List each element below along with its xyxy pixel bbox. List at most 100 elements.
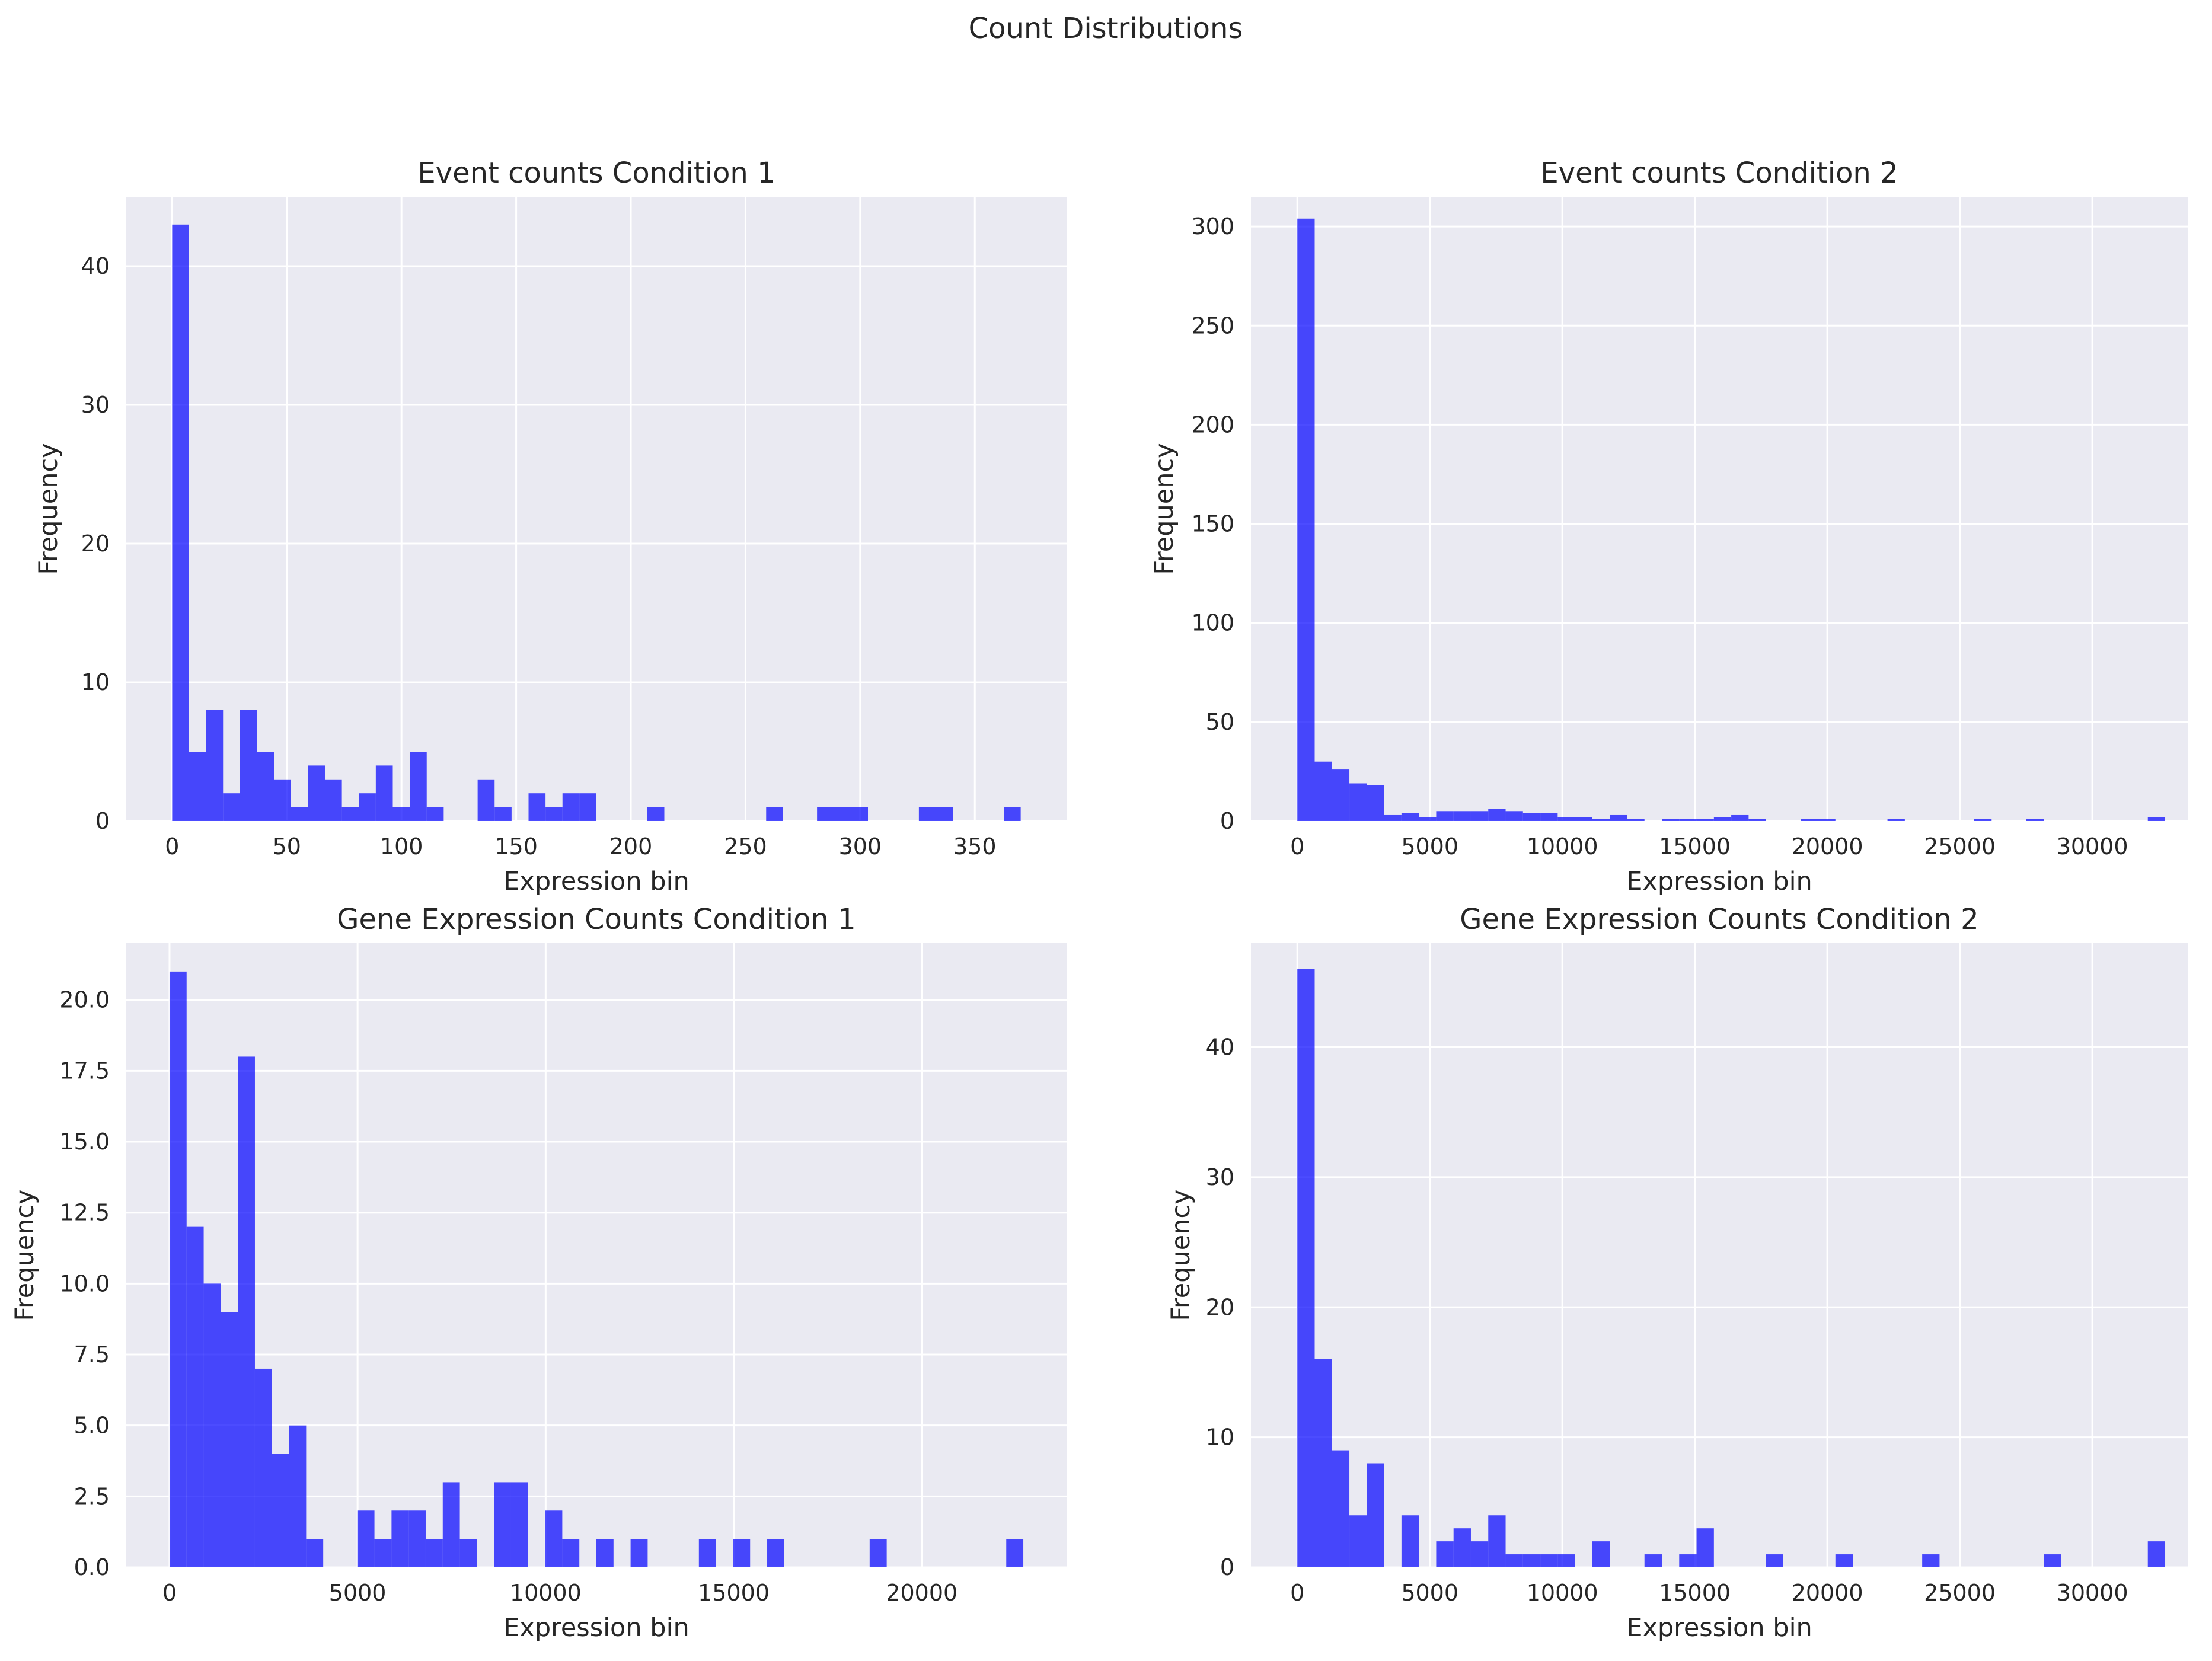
- histogram-bar: [1470, 811, 1489, 821]
- x-tick-label: 10000: [1527, 833, 1598, 860]
- histogram-bar: [374, 1539, 392, 1567]
- x-tick-label: 0: [165, 833, 179, 860]
- histogram-bar: [408, 1510, 426, 1567]
- y-tick-label: 20: [1206, 1294, 1234, 1320]
- y-tick-label: 0: [1220, 1554, 1234, 1580]
- x-axis-label: Expression bin: [503, 1613, 690, 1643]
- histogram-bar: [851, 807, 869, 821]
- histogram-bar: [1644, 1554, 1662, 1567]
- histogram-bar: [425, 1539, 443, 1567]
- x-tick-label: 0: [162, 1580, 177, 1606]
- histogram-bar: [238, 1056, 255, 1567]
- histogram-bar: [1696, 1528, 1714, 1567]
- histogram-bar: [341, 807, 359, 821]
- histogram-bar: [359, 793, 376, 821]
- histogram-bar: [1557, 817, 1575, 821]
- y-tick-label: 150: [1191, 511, 1234, 537]
- histogram-bar: [1453, 1528, 1471, 1567]
- panel-gene-expression-condition-1: 0 5000 10000 15000 20000 0.0 2.5 5.0 7.5 10.0 12.5…: [10, 903, 1067, 1643]
- x-axis-label: Expression bin: [1626, 867, 1812, 896]
- histogram-bar: [647, 807, 665, 821]
- y-tick-label: 40: [1206, 1034, 1234, 1061]
- histogram-bar: [1801, 819, 1818, 821]
- histogram-bar: [767, 1539, 784, 1567]
- histogram-bar: [169, 971, 187, 1567]
- histogram-bar: [1592, 1541, 1610, 1567]
- histogram-bar: [254, 1368, 272, 1567]
- histogram-bar: [1592, 819, 1610, 821]
- x-tick-label: 25000: [1924, 833, 1996, 860]
- y-tick-label: 50: [1206, 709, 1234, 735]
- histogram-bar: [1731, 814, 1749, 821]
- histogram-bar: [289, 1425, 307, 1567]
- histogram-bar: [1006, 1539, 1024, 1567]
- histogram-bar: [1297, 969, 1315, 1567]
- histogram-bar: [391, 1510, 409, 1567]
- histogram-bar: [189, 752, 206, 821]
- y-tick-label: 20: [81, 531, 110, 557]
- histogram-bar: [172, 224, 189, 821]
- histogram-bar: [1314, 1359, 1332, 1567]
- histogram-bar: [1713, 817, 1732, 821]
- histogram-bar: [936, 807, 953, 821]
- plot-area: [1251, 943, 2188, 1567]
- x-tick-label: 20000: [1792, 833, 1863, 860]
- histogram-bar: [494, 807, 512, 821]
- histogram-bar: [1627, 819, 1645, 821]
- histogram-bar: [1679, 819, 1697, 821]
- histogram-bar: [186, 1226, 204, 1567]
- histogram-bar: [324, 779, 342, 821]
- y-tick-label: 7.5: [74, 1341, 110, 1368]
- histogram-bar: [733, 1539, 751, 1567]
- histogram-bar: [1470, 1541, 1489, 1567]
- histogram-bar: [1436, 1541, 1454, 1567]
- histogram-bar: [1384, 814, 1402, 821]
- histogram-bar: [545, 807, 563, 821]
- histogram-bar: [510, 1482, 528, 1567]
- x-tick-label: 50: [273, 833, 301, 860]
- histogram-bar: [1349, 1515, 1367, 1567]
- histogram-bar: [1453, 811, 1471, 821]
- histogram-bar: [274, 779, 291, 821]
- histogram-bar: [257, 752, 274, 821]
- y-tick-label: 250: [1191, 312, 1234, 338]
- histogram-bar: [579, 793, 596, 821]
- y-tick-label: 300: [1191, 213, 1234, 239]
- y-tick-label: 10.0: [59, 1270, 110, 1296]
- histogram-bar: [766, 807, 783, 821]
- histogram-bar: [1522, 813, 1541, 821]
- y-tick-label: 20.0: [59, 987, 110, 1013]
- histogram-bar: [1557, 1554, 1575, 1567]
- histogram-bar: [1540, 1554, 1558, 1567]
- histogram-bar: [1922, 1554, 1940, 1567]
- histogram-bar: [1367, 1463, 1384, 1567]
- histogram-bar: [1610, 814, 1627, 821]
- histogram-bar: [1367, 785, 1384, 821]
- x-axis-label: Expression bin: [503, 867, 690, 896]
- histogram-bar: [1436, 811, 1454, 821]
- y-tick-label: 17.5: [59, 1058, 110, 1084]
- histogram-bar: [1679, 1554, 1697, 1567]
- histogram-bar: [223, 793, 240, 821]
- histogram-bar: [221, 1312, 238, 1567]
- y-tick-label: 30: [1206, 1164, 1234, 1190]
- y-tick-label: 30: [81, 392, 110, 418]
- histogram-bar: [562, 793, 580, 821]
- histogram-bar: [2044, 1554, 2061, 1567]
- y-tick-label: 200: [1191, 411, 1234, 437]
- x-tick-label: 15000: [698, 1580, 770, 1606]
- y-tick-label: 10: [81, 669, 110, 695]
- x-tick-label: 10000: [1527, 1580, 1598, 1606]
- x-axis-label: Expression bin: [1626, 1613, 1812, 1643]
- histogram-bar: [1314, 761, 1332, 821]
- histogram-bar: [442, 1482, 460, 1567]
- figure-title: Count Distributions: [969, 12, 1243, 45]
- y-axis-label: Frequency: [34, 443, 63, 574]
- x-tick-label: 150: [494, 833, 538, 860]
- histogram-bar: [1522, 1554, 1541, 1567]
- histogram-bar: [375, 765, 393, 821]
- histogram-bar: [494, 1482, 511, 1567]
- x-tick-label: 300: [839, 833, 882, 860]
- histogram-bar: [2026, 819, 2044, 821]
- histogram-bar: [240, 710, 257, 821]
